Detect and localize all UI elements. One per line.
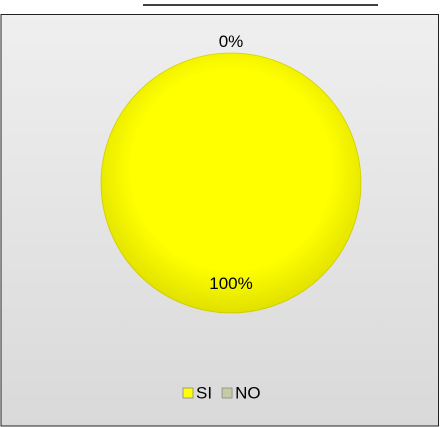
data-label: 100% bbox=[209, 274, 252, 293]
data-label: 0% bbox=[219, 32, 244, 51]
legend-label: NO bbox=[235, 383, 261, 402]
legend-label: SI bbox=[196, 383, 212, 402]
legend-swatch bbox=[182, 387, 194, 399]
data-labels: 100% 0% bbox=[209, 32, 252, 293]
legend-swatch bbox=[221, 387, 233, 399]
legend: SI NO bbox=[182, 383, 261, 402]
